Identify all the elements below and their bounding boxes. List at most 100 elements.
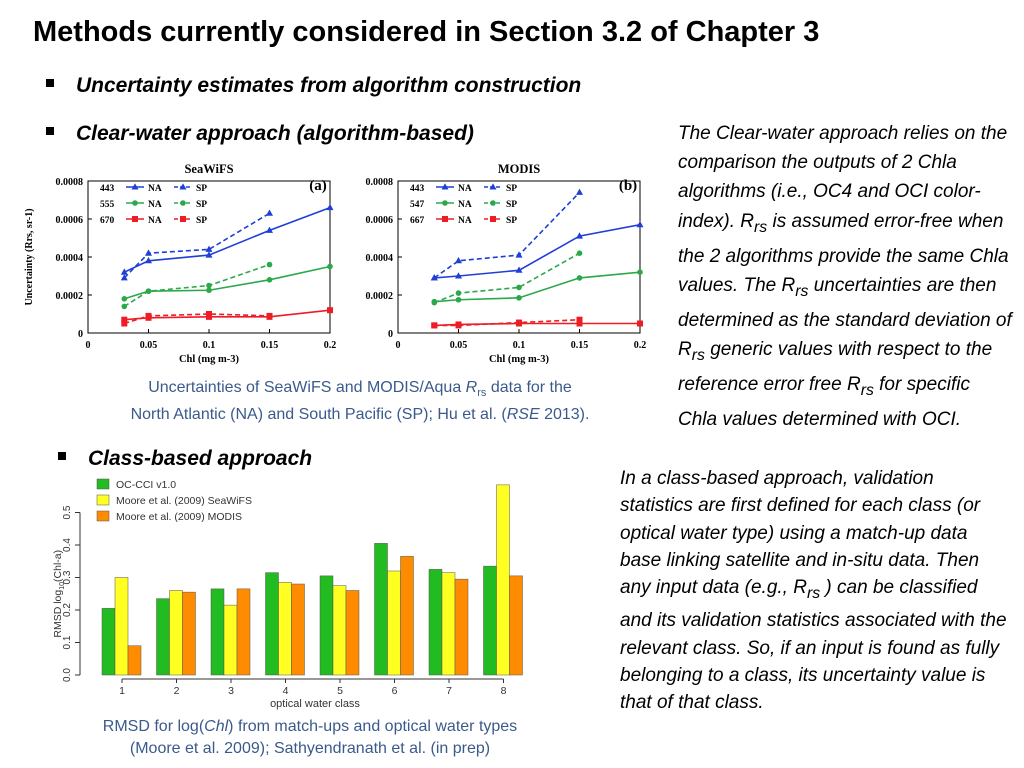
data-point-NA-670 [327,307,333,314]
legend-swatch [96,478,110,490]
y-axis-label: RMSD log10(Chl-a) [52,550,66,638]
panel-label: (b) [619,178,637,194]
bar-class-8 [496,484,510,676]
legend-wavelength: 667 [410,216,425,226]
legend-swatch [96,494,110,506]
legend-wavelength: 555 [100,200,115,210]
chart-title: SeaWiFS [184,162,233,176]
class-based-note: In a class-based approach, validation st… [620,468,1007,714]
bar-class-5 [332,585,347,676]
bar-class-6 [387,570,401,676]
bar-class-4 [265,572,279,676]
legend-marker [131,183,139,190]
data-point-SP-667 [431,322,438,329]
bullet-clear-water: Clear-water approach (algorithm-based) [46,122,474,146]
x-tick-label: 0.15 [261,340,279,351]
data-point-SP-670 [266,312,273,319]
x-tick-label: 1 [119,685,125,697]
bar-class-4 [278,582,292,676]
legend-label: NA [458,216,472,226]
x-tick-label: 4 [283,685,289,697]
data-point-NA-670 [121,316,128,323]
legend-wavelength: 547 [410,200,425,210]
data-point-SP-547 [516,284,522,291]
data-point-SP-443 [430,274,438,281]
x-axis-label: Chl (mg m-3) [179,354,240,365]
legend-label: NA [458,184,472,194]
data-point-NA-443 [205,251,213,258]
legend-marker [132,200,138,206]
legend-label: Moore et al. (2009) MODIS [116,511,242,523]
legend-label: Moore et al. (2009) SeaWiFS [116,495,252,507]
bar-class-1 [114,577,129,676]
legend-marker [442,200,448,206]
bar-class-2 [182,591,196,676]
y-tick-label: 0 [78,329,83,340]
series-line-SP-443 [433,191,581,279]
bar-class-7 [428,569,443,676]
data-point-SP-667 [516,319,522,326]
bullet-square-icon [46,79,54,88]
data-point-SP-443 [120,274,128,281]
legend-marker [180,200,186,206]
data-point-SP-670 [206,311,212,317]
series-line-NA-443 [434,223,641,279]
data-point-NA-443 [636,220,644,228]
data-point-NA-547 [455,296,462,303]
legend-wavelength: 443 [100,184,115,194]
data-point-SP-443 [576,188,583,195]
data-point-SP-547 [576,250,583,256]
data-point-SP-555 [206,282,212,289]
data-point-NA-555 [206,287,212,294]
data-point-NA-555 [121,296,128,302]
bar-class-3 [236,588,251,676]
legend-marker [132,216,138,222]
data-point-SP-443 [515,251,523,258]
series-line-SP-667 [434,318,580,327]
bullet-uncertainty: Uncertainty estimates from algorithm con… [46,74,581,98]
legend-label: SP [196,216,207,226]
seawifs-uncertainty-chart: 0 0.05 0.1 0.15 0.2 0 0.0002 0.0004 0.0006 0.0008… [24,162,336,365]
data-point-NA-443 [455,272,462,279]
bar-class-2 [156,598,170,676]
x-tick-label: 6 [392,685,398,697]
y-tick-label: 0.1 [62,635,73,649]
series-line-NA-555 [124,265,331,300]
data-point-NA-555 [327,263,333,270]
data-point-SP-547 [455,290,462,296]
bullet-class-based-text: Class-based approach [88,447,313,470]
legend-marker [489,183,497,190]
series-line-SP-555 [123,263,270,308]
clear-water-note: The Clear-water approach relies on the c… [678,123,1012,431]
legend-label: SP [196,200,207,210]
data-point-NA-547 [576,275,583,281]
data-point-NA-443 [145,257,152,264]
x-tick-label: 0.2 [634,340,647,351]
x-tick-label: 0.1 [203,340,216,351]
bar-class-5 [319,575,334,676]
legend-label: NA [458,200,472,210]
bar-class-8 [509,575,523,676]
y-tick-label: 0.0008 [56,177,84,188]
bar-class-2 [169,590,183,676]
data-point-SP-443 [455,257,462,264]
x-tick-label: 3 [228,685,234,697]
y-tick-label: 0.0006 [366,215,394,226]
data-point-NA-555 [266,277,273,283]
x-tick-label: 0.05 [140,340,158,351]
bullet-clear-water-text: Clear-water approach (algorithm-based) [76,122,474,145]
data-point-NA-443 [120,268,128,275]
legend-marker [490,216,496,222]
bar-class-4 [291,583,305,676]
x-tick-label: 0.15 [571,340,589,351]
legend-label: NA [148,216,162,226]
legend-wavelength: 670 [100,216,115,226]
y-tick-label: 0.2 [62,603,73,617]
series-line-SP-443 [123,212,270,279]
data-point-SP-443 [266,209,273,216]
y-tick-label: 0.0002 [366,291,394,302]
data-point-SP-555 [121,303,128,310]
legend-label: NA [148,184,162,194]
x-axis-label: Chl (mg m-3) [489,354,550,365]
legend-marker [490,200,496,206]
